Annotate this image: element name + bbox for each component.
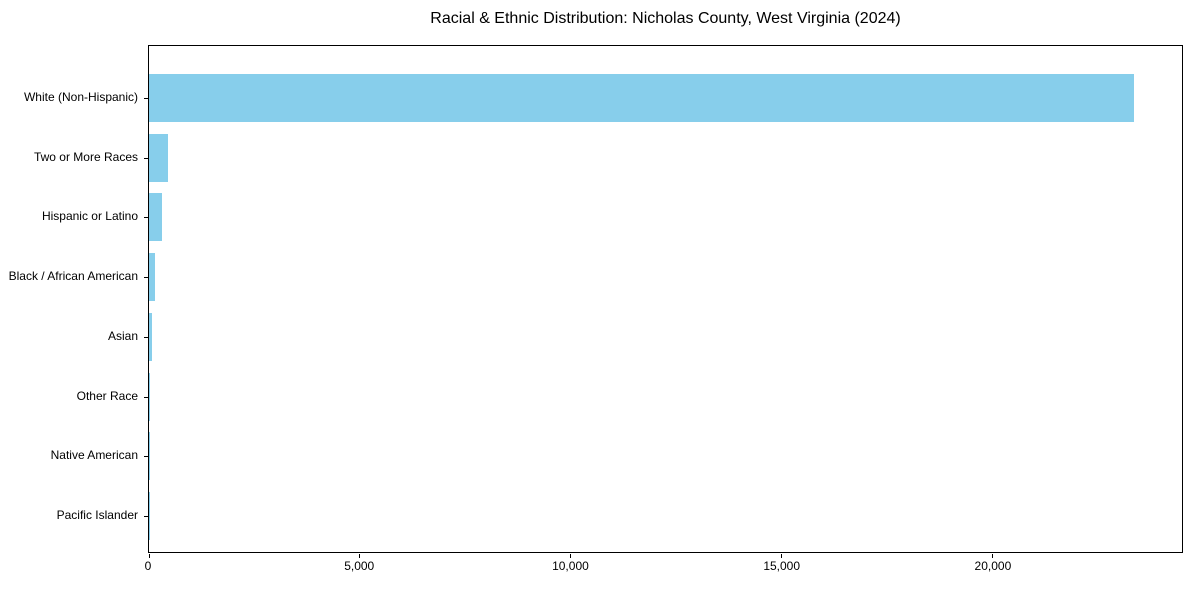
bar — [149, 432, 150, 481]
bar — [149, 312, 152, 361]
y-tick-label: Two or More Races — [33, 149, 138, 164]
y-tick-mark — [144, 336, 148, 338]
y-tick-mark — [144, 515, 148, 517]
y-tick-label: Asian — [107, 328, 138, 343]
bar — [149, 193, 163, 242]
y-axis-labels: White (Non-Hispanic) Two or More Races His… — [0, 45, 148, 553]
x-tick-mark — [148, 554, 150, 558]
x-axis: 0 5,000 10,000 15,000 20,000 — [144, 559, 1183, 579]
y-tick-label: Black / African American — [8, 269, 138, 284]
x-tick-label: 0 — [144, 559, 152, 573]
x-tick-label: 20,000 — [974, 559, 1012, 573]
y-tick-mark — [144, 456, 148, 458]
y-tick-mark — [144, 217, 148, 219]
y-tick-mark — [144, 277, 148, 279]
x-tick-mark — [570, 554, 572, 558]
x-tick-label: 5,000 — [344, 559, 375, 573]
y-tick-mark — [144, 157, 148, 159]
bar — [149, 253, 156, 302]
bar — [149, 74, 1134, 122]
y-tick-label: Native American — [50, 448, 138, 463]
y-tick-label: Pacific Islander — [56, 507, 138, 522]
x-tick-label: 10,000 — [552, 559, 589, 573]
bar — [149, 133, 168, 182]
chart-title: Racial & Ethnic Distribution: Nicholas C… — [430, 10, 901, 27]
y-tick-mark — [144, 396, 148, 398]
y-tick-label: Other Race — [76, 388, 138, 403]
plot-area — [144, 45, 1183, 558]
x-tick-mark — [991, 554, 993, 558]
x-tick-mark — [780, 554, 782, 558]
y-tick-mark — [144, 98, 148, 99]
y-tick-label: White (Non-Hispanic) — [23, 90, 138, 104]
x-tick-mark — [359, 554, 361, 558]
y-tick-label: Hispanic or Latino — [41, 209, 138, 224]
x-tick-label: 15,000 — [763, 559, 801, 573]
bar — [149, 372, 151, 421]
